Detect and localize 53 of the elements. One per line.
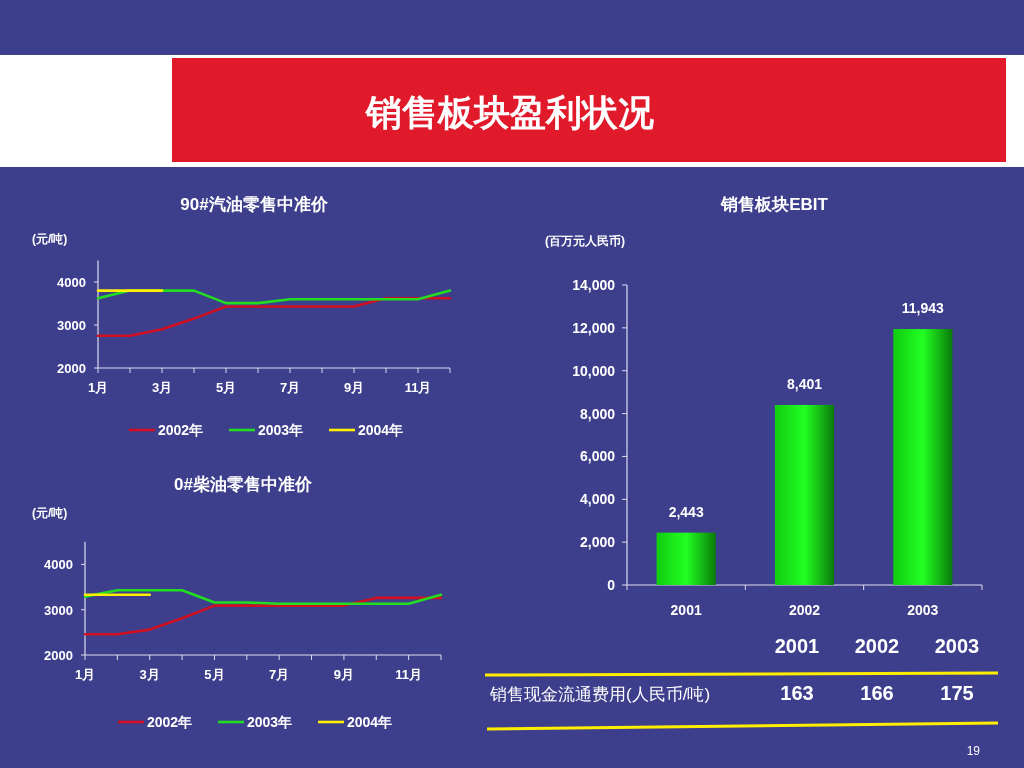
ylabel: (百万元人民币) <box>545 234 625 248</box>
title: 销售板块EBIT <box>721 195 828 214</box>
ytick: 12,000 <box>572 319 615 336</box>
data-label: 8,401 <box>787 376 822 392</box>
xtick: 1月 <box>87 380 109 395</box>
xtick: 9月 <box>333 667 355 682</box>
ytick: 3000 <box>44 602 73 618</box>
ytick: 2000 <box>44 648 73 663</box>
xtick: 2002 <box>788 602 821 618</box>
xtick: 7月 <box>269 667 290 682</box>
xtick: 2003 <box>907 602 939 618</box>
table-cell: 163 <box>780 682 814 704</box>
xtick: 2001 <box>670 602 702 618</box>
xtick: 3月 <box>151 380 173 395</box>
legend-label: 2002年 <box>147 714 193 730</box>
data-label: 11,943 <box>901 300 944 317</box>
legend-label: 2004年 <box>347 714 393 730</box>
ylabel: (元/吨) <box>32 506 68 520</box>
ytick: 8,000 <box>579 405 615 422</box>
table-row-label: 销售现金流通费用(人民币/吨) <box>490 685 711 704</box>
ytick: 0 <box>607 577 615 593</box>
table-cell: 175 <box>940 682 974 704</box>
ytick: 4,000 <box>579 491 615 508</box>
legend-label: 2003年 <box>258 422 304 438</box>
xtick: 9月 <box>343 380 365 395</box>
legend-label: 2002年 <box>158 422 204 438</box>
ytick: 6,000 <box>579 448 615 465</box>
legend-label: 2003年 <box>247 714 293 730</box>
ytick: 4000 <box>57 275 86 290</box>
ytick: 10,000 <box>572 362 615 379</box>
xtick: 1月 <box>74 667 96 682</box>
ytick: 3000 <box>57 318 86 333</box>
title: 90#汽油零售中准价 <box>180 195 328 214</box>
table-header: 2002 <box>854 635 900 657</box>
table-header: 2001 <box>774 635 820 657</box>
ytick: 2,000 <box>579 534 615 551</box>
table-header: 2003 <box>934 635 980 657</box>
ylabel: (元/吨) <box>32 232 68 246</box>
xtick: 5月 <box>215 380 237 395</box>
page-number: 19 <box>966 744 980 758</box>
data-label: 2,443 <box>668 503 704 520</box>
ytick: 14,000 <box>572 277 615 293</box>
xtick: 5月 <box>204 667 225 682</box>
table-cell: 166 <box>860 682 894 704</box>
title: 0#柴油零售中准价 <box>174 475 312 494</box>
ytick: 2000 <box>57 361 86 376</box>
ytick: 4000 <box>44 557 73 573</box>
xtick: 11月 <box>395 667 422 682</box>
legend-label: 2004年 <box>358 422 404 438</box>
xtick: 7月 <box>279 380 301 395</box>
xtick: 3月 <box>139 667 160 682</box>
xtick: 11月 <box>404 380 432 395</box>
title: 销售板块盈利状况 <box>366 92 654 133</box>
